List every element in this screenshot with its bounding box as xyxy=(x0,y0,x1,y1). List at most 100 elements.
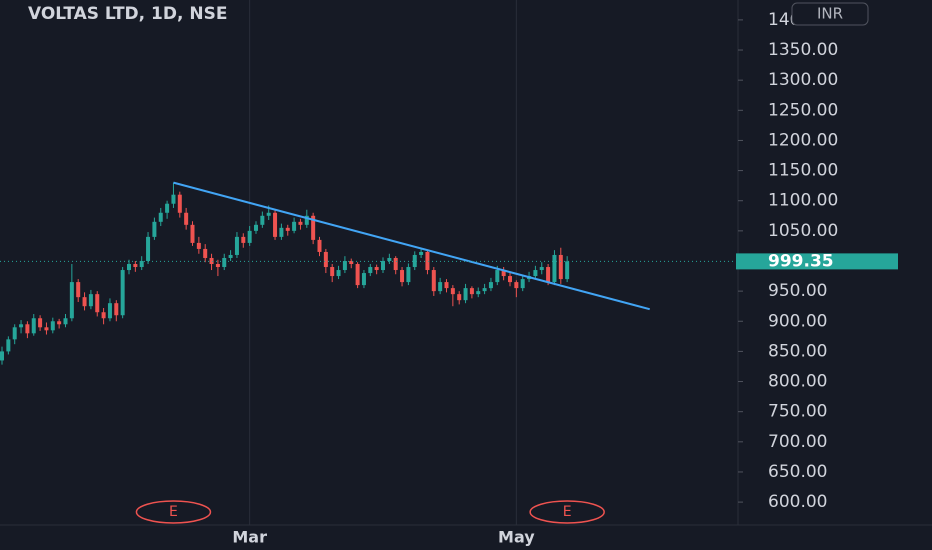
candle-body xyxy=(0,351,4,361)
candle-body xyxy=(381,260,385,271)
candle-body xyxy=(463,288,468,301)
y-tick-label: 1100.00 xyxy=(768,191,838,211)
candle-body xyxy=(57,321,62,325)
trend-line xyxy=(173,181,650,311)
y-tick-label: 800.00 xyxy=(768,372,827,392)
event-label: E xyxy=(169,504,178,520)
candle-body xyxy=(393,257,398,271)
candle-body xyxy=(6,339,11,352)
candle-body xyxy=(412,254,417,268)
candle-body xyxy=(12,327,17,340)
candle-body xyxy=(228,254,233,258)
candle-body xyxy=(285,227,290,231)
candle-body xyxy=(387,257,392,261)
candle-body xyxy=(25,324,30,334)
candle-body xyxy=(184,212,189,225)
candle-body xyxy=(292,221,297,231)
candle-body xyxy=(539,267,544,271)
candle-body xyxy=(38,318,43,328)
last-price-label: 999.35 xyxy=(768,251,834,271)
y-tick-label: 1300.00 xyxy=(768,70,838,90)
candle-body xyxy=(88,294,93,307)
candle-body xyxy=(203,248,208,258)
chart-title: VOLTAS LTD, 1D, NSE xyxy=(28,4,227,24)
candle-body xyxy=(139,260,144,268)
candle-body xyxy=(311,215,316,240)
candle-body xyxy=(476,291,481,295)
candle-body xyxy=(355,264,360,286)
candle-body xyxy=(63,318,68,325)
candle-body xyxy=(349,260,354,265)
candle-body xyxy=(95,294,100,313)
x-tick-label: May xyxy=(498,528,535,547)
candle-body xyxy=(133,264,138,268)
candle-body xyxy=(342,260,347,271)
candle-body xyxy=(425,251,430,271)
candle-body xyxy=(520,279,525,289)
candle-body xyxy=(254,224,258,231)
candle-body xyxy=(419,251,424,255)
y-tick-label: 900.00 xyxy=(768,311,827,331)
candle-body xyxy=(266,212,271,216)
event-label: E xyxy=(563,504,572,520)
candle-body xyxy=(101,312,106,319)
candle-body xyxy=(196,242,201,249)
candle-body xyxy=(552,254,557,283)
candle-body xyxy=(19,324,24,328)
candle-body xyxy=(209,257,214,265)
x-tick-label: Mar xyxy=(232,528,267,547)
candle-body xyxy=(565,261,570,280)
candle-body xyxy=(501,270,506,277)
candle-body xyxy=(76,282,81,298)
event-marker[interactable] xyxy=(135,500,212,524)
candle-body xyxy=(190,224,195,243)
candle-body xyxy=(152,221,157,237)
candle-body xyxy=(260,215,265,225)
candle-body xyxy=(273,212,278,237)
candle-body xyxy=(336,270,341,277)
candle-body xyxy=(431,270,436,292)
candle-body xyxy=(222,257,227,268)
currency-box[interactable] xyxy=(791,2,869,26)
y-tick-label: 1250.00 xyxy=(768,100,838,120)
candle-body xyxy=(165,203,170,213)
y-tick-label: 850.00 xyxy=(768,341,827,361)
candle-body xyxy=(444,282,449,289)
candle-body xyxy=(127,264,131,271)
candle-body xyxy=(546,267,551,283)
candle-body xyxy=(241,236,246,243)
candle-body xyxy=(438,282,443,292)
candle-body xyxy=(215,264,220,268)
candle-body xyxy=(31,318,36,334)
candle-body xyxy=(234,236,239,255)
candle-body xyxy=(330,267,335,277)
y-tick-label: 1150.00 xyxy=(768,161,838,181)
candle-body xyxy=(317,239,322,252)
candle-body xyxy=(120,270,125,316)
candle-body xyxy=(50,321,55,331)
grid xyxy=(249,0,517,525)
candle-body xyxy=(495,270,500,283)
y-tick-label: 650.00 xyxy=(768,462,827,482)
candle-body xyxy=(69,282,74,319)
candle-body xyxy=(323,251,328,268)
candle-body xyxy=(107,303,112,319)
candle-body xyxy=(558,254,563,280)
candle-body xyxy=(508,276,512,283)
y-tick-label: 750.00 xyxy=(768,402,827,422)
y-tick-label: 600.00 xyxy=(768,492,827,512)
candle-body xyxy=(533,270,538,277)
currency[interactable]: INR xyxy=(817,5,843,23)
candle-body xyxy=(114,303,119,316)
y-tick-label: 700.00 xyxy=(768,432,827,452)
candle-body xyxy=(44,327,49,331)
y-tick-label: 950.00 xyxy=(768,281,827,301)
candle-body xyxy=(361,273,366,286)
y-tick-label: 1350.00 xyxy=(768,40,838,60)
event-marker[interactable] xyxy=(529,500,605,524)
y-tick-label: 1050.00 xyxy=(768,221,838,241)
candle-body xyxy=(469,288,474,295)
candle-body xyxy=(482,288,487,292)
